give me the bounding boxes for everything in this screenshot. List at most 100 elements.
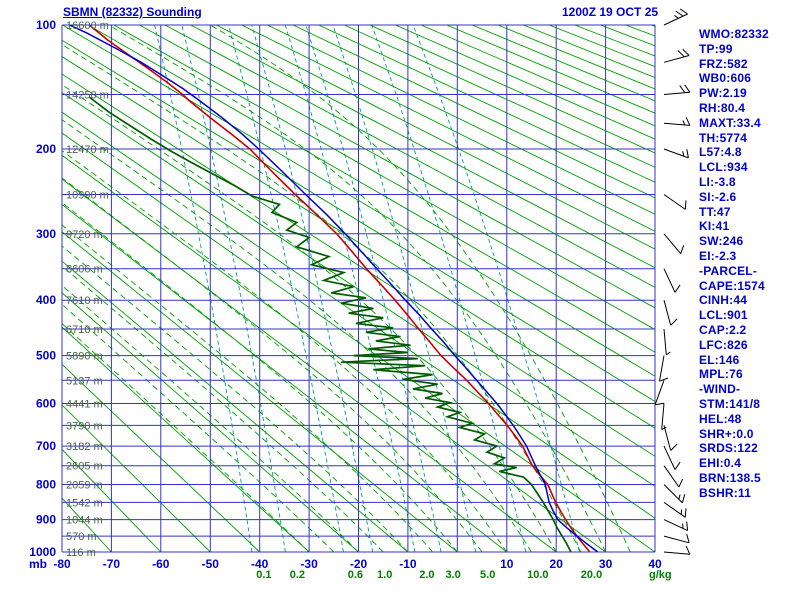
index-line: WB0:606 <box>699 71 752 86</box>
wind-barb <box>663 328 671 356</box>
wind-barb <box>663 425 678 451</box>
height-label: 14250 m <box>66 90 109 102</box>
pressure-unit-label: mb <box>29 557 47 571</box>
index-line: RH:80.4 <box>699 100 746 115</box>
wind-barb <box>663 194 687 210</box>
temperature-tick-label: -30 <box>300 557 318 571</box>
wind-barb <box>659 355 669 382</box>
sounding-curves <box>69 25 599 552</box>
mixing-ratio-label: 2.0 <box>419 569 434 581</box>
pressure-tick-label: 900 <box>36 513 56 527</box>
temperature-tick-label: -50 <box>202 557 220 571</box>
wind-barb <box>663 545 691 555</box>
index-line: LI:-3.8 <box>699 174 736 189</box>
height-label: 1542 m <box>66 497 103 509</box>
index-line: BRN:138.5 <box>699 470 761 485</box>
wind-barb <box>663 48 690 63</box>
height-label: 2605 m <box>66 461 103 473</box>
mixing-ratio-label: 20.0 <box>581 569 602 581</box>
wind-barb <box>663 465 684 488</box>
index-line: LCL:901 <box>699 308 748 323</box>
height-label: 16600 m <box>66 20 109 32</box>
pressure-tick-label: 200 <box>36 142 56 156</box>
height-label: 10990 m <box>66 190 109 202</box>
height-label: 116 m <box>66 547 96 559</box>
mixing-unit-label: g/kg <box>649 569 672 581</box>
index-line: BSHR:11 <box>699 485 752 500</box>
mixing-ratio-label: 10.0 <box>527 569 548 581</box>
temperature-tick-label: -80 <box>53 557 71 571</box>
index-line: PW:2.19 <box>699 86 747 101</box>
wind-barb <box>661 403 667 430</box>
wind-barb <box>663 117 691 126</box>
mixing-ratio-label: 3.0 <box>445 569 460 581</box>
wind-barb <box>663 8 688 26</box>
wind-barb <box>663 445 681 470</box>
pressure-tick-label: 300 <box>36 227 56 241</box>
height-label: 3790 m <box>66 420 103 432</box>
mixing-ratio-label: 0.6 <box>348 569 363 581</box>
temperature-tick-label: 40 <box>648 557 662 571</box>
temperature-tick-label: -20 <box>350 557 368 571</box>
index-line: CAPE:1574 <box>699 278 765 293</box>
dewpoint-curve <box>88 96 572 552</box>
index-line: HEL:48 <box>699 411 742 426</box>
wind-barb <box>663 268 681 293</box>
height-label: 9720 m <box>66 229 103 241</box>
datetime-label: 1200Z 19 OCT 25 <box>562 5 659 19</box>
pressure-temperature-grid <box>61 24 656 553</box>
index-line: MPL:76 <box>699 367 743 382</box>
temperature-tick-label: -40 <box>251 557 269 571</box>
wind-barb <box>663 519 689 532</box>
height-label: 4441 m <box>66 399 103 411</box>
index-line: EL:146 <box>699 352 740 367</box>
height-label: 12470 m <box>66 144 109 156</box>
index-line: L57:4.8 <box>699 145 742 160</box>
wind-barb <box>663 84 691 95</box>
index-line: SHR+:0.0 <box>699 426 754 441</box>
height-label: 1044 m <box>66 515 103 527</box>
index-line: -PARCEL- <box>699 263 758 278</box>
index-line: EI:-2.3 <box>699 248 737 263</box>
wind-barb <box>663 233 685 255</box>
mixing-ratio-label: 0.1 <box>256 569 271 581</box>
index-line: TH:5774 <box>699 130 748 145</box>
height-label: 5137 m <box>66 375 103 387</box>
index-line: WMO:82332 <box>699 27 769 41</box>
temperature-tick-label: -60 <box>152 557 170 571</box>
wind-barbs <box>654 8 691 555</box>
index-line: EHI:0.4 <box>699 456 742 471</box>
pressure-tick-label: 400 <box>36 293 56 307</box>
parcel-curve <box>69 25 599 552</box>
height-label: 3182 m <box>66 441 103 453</box>
indices-panel: WMO:82332 TP:99 FRZ:582 WB0:606 PW:2.19 RH:80… <box>699 27 769 501</box>
mixing-ratio-label: 1.0 <box>377 569 392 581</box>
chart-background <box>62 25 655 552</box>
wind-barb <box>663 501 687 518</box>
index-line: TT:47 <box>699 204 731 219</box>
temperature-tick-label: 20 <box>550 557 564 571</box>
height-label: 570 m <box>66 531 97 543</box>
wind-barb <box>663 300 678 326</box>
temperature-tick-label: 30 <box>599 557 613 571</box>
sounding-title: SBMN (82332) Sounding <box>63 5 202 19</box>
wind-barb <box>663 533 690 544</box>
wind-barb <box>663 484 686 504</box>
temperature-tick-label: -70 <box>103 557 121 571</box>
pressure-tick-label: 600 <box>36 397 56 411</box>
height-label: 7610 m <box>66 295 103 307</box>
index-line: FRZ:582 <box>699 56 748 71</box>
index-line: STM:141/8 <box>699 396 761 411</box>
pressure-tick-label: 100 <box>36 18 56 32</box>
pressure-tick-label: 700 <box>36 439 56 453</box>
index-line: MAXT:33.4 <box>699 115 761 130</box>
mixing-ratio-label: 5.0 <box>480 569 495 581</box>
temperature-curve <box>88 25 591 552</box>
index-line: SI:-2.6 <box>699 189 737 204</box>
height-label: 2059 m <box>66 480 103 492</box>
index-line: LCL:934 <box>699 160 748 175</box>
pressure-tick-label: 500 <box>36 349 56 363</box>
